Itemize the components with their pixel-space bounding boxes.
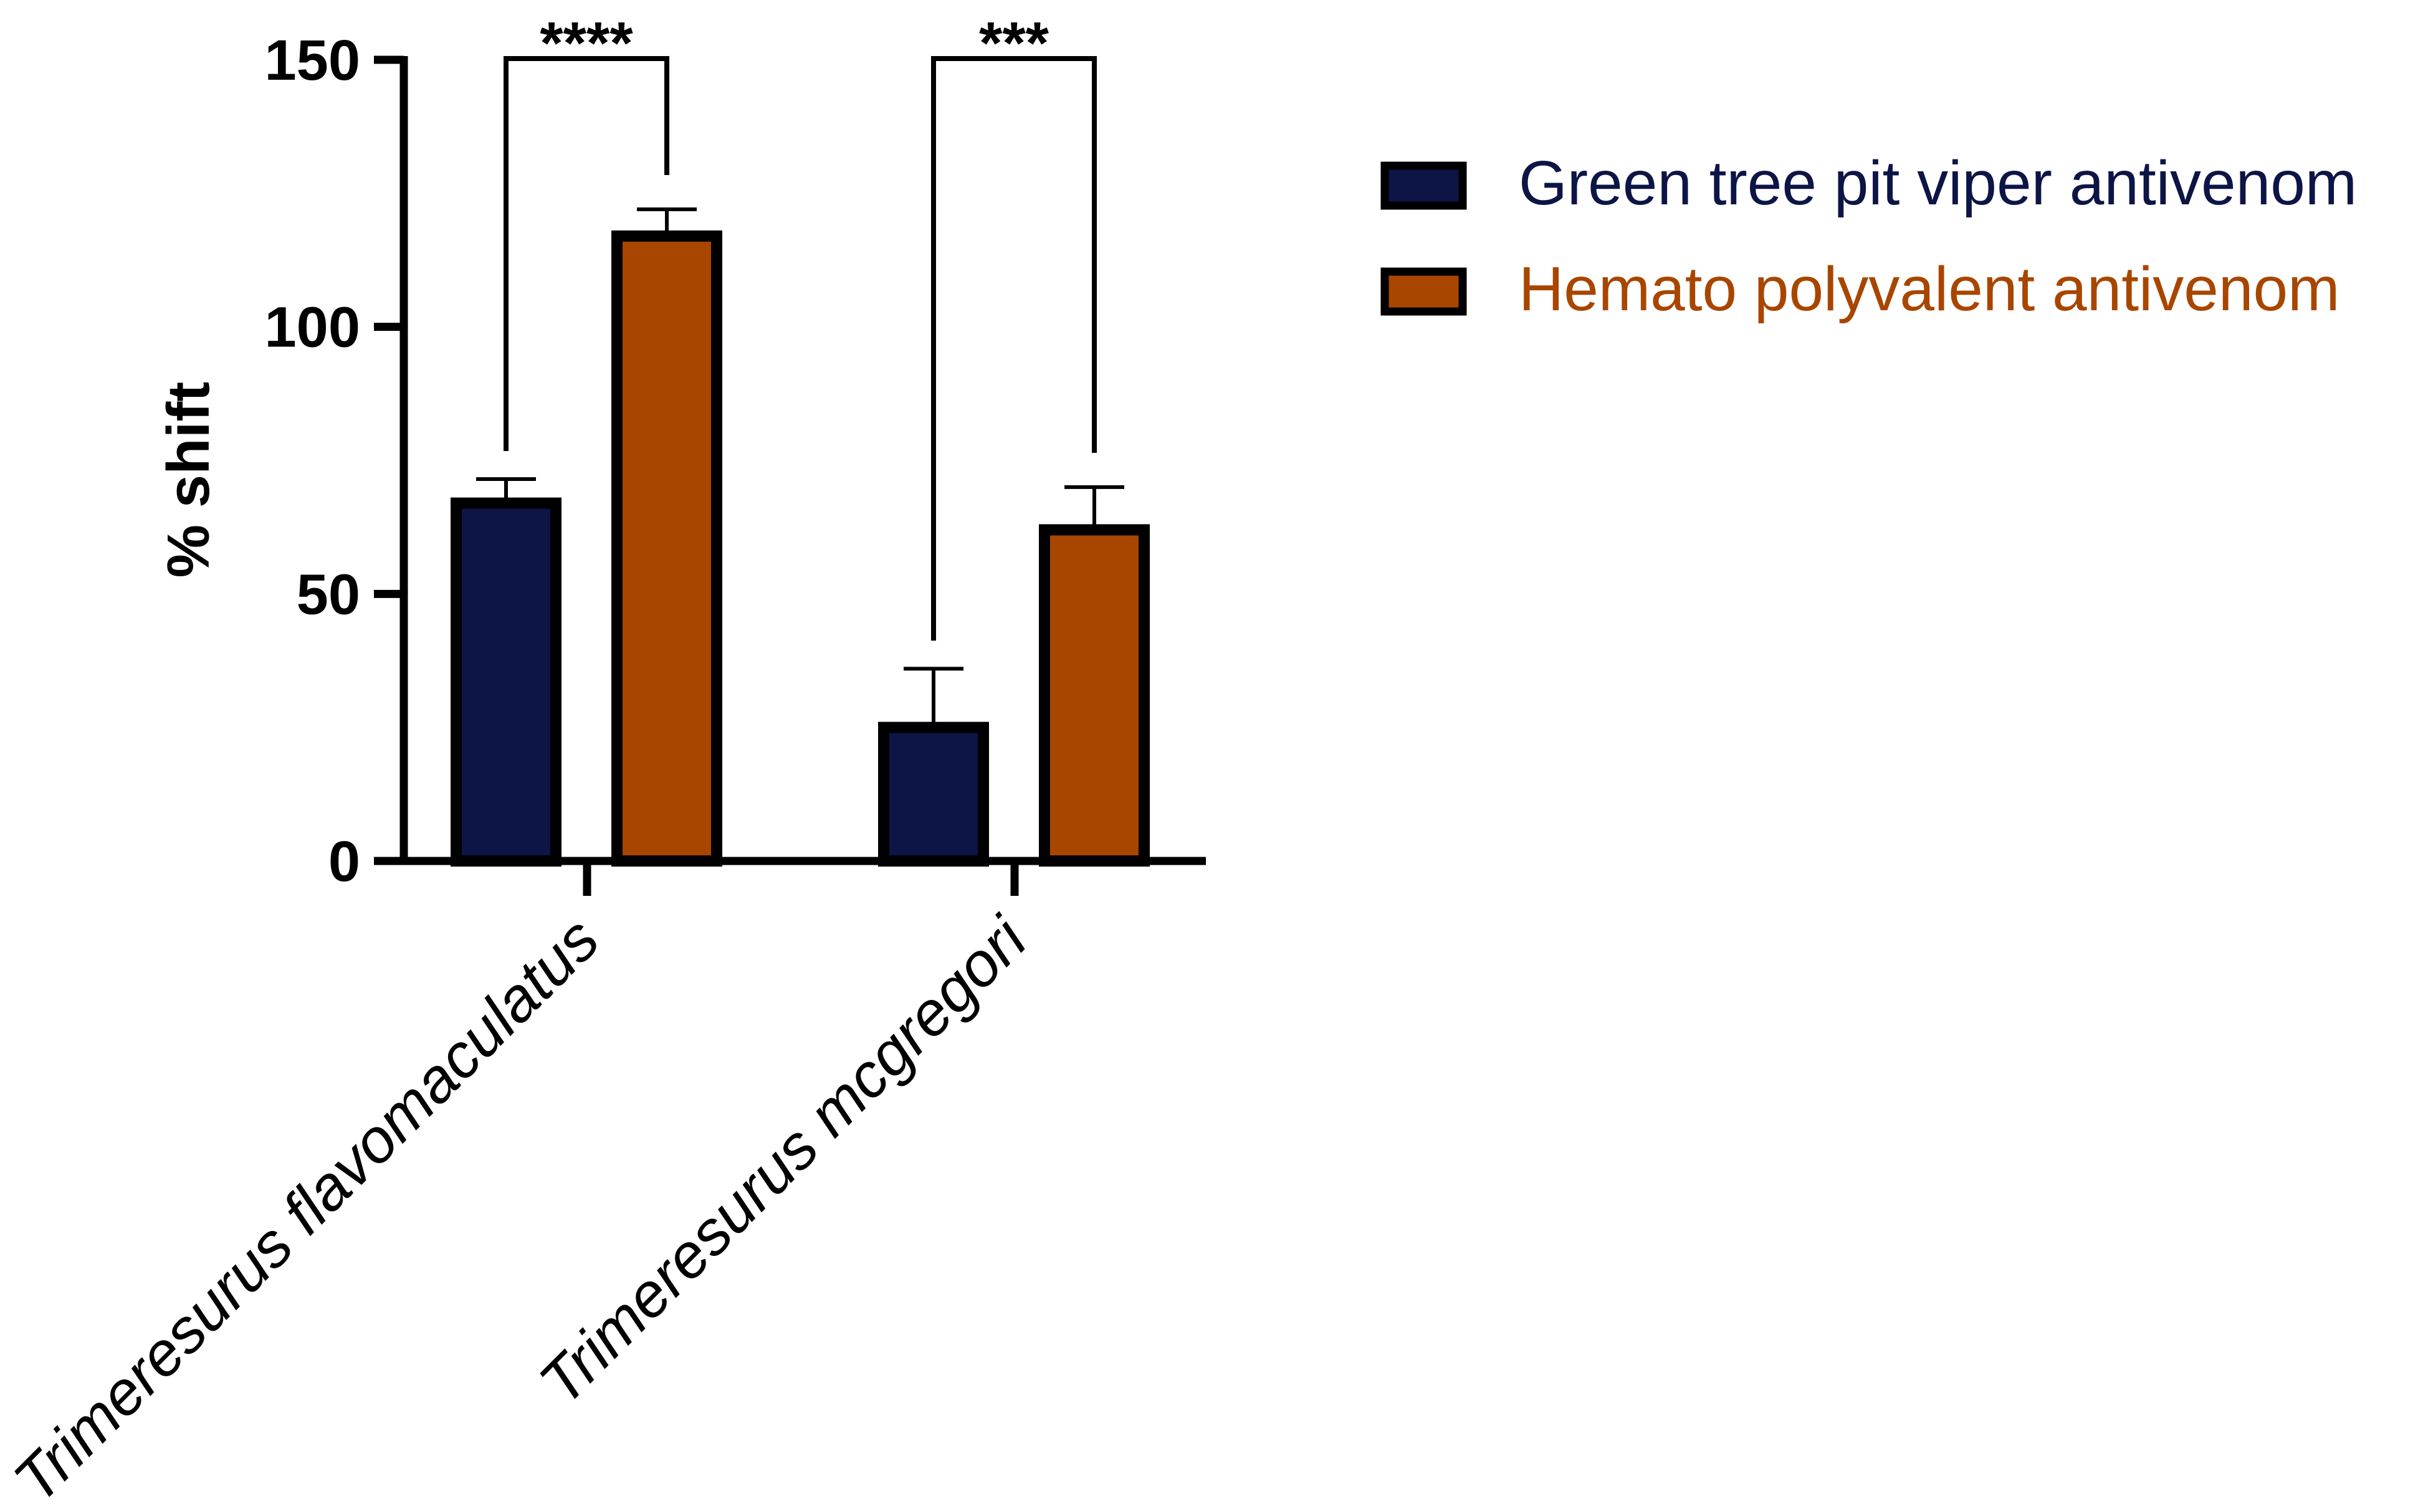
y-tick-label-0: 0 [328, 830, 360, 893]
y-tick-label-50: 50 [297, 563, 360, 626]
significance-bracket-0 [504, 56, 669, 452]
bar-0-1 [878, 721, 989, 867]
bar-0-0 [451, 497, 561, 867]
y-tick-label-150: 150 [265, 29, 361, 92]
legend-label-0: Green tree pit viper antivenom [1519, 148, 2357, 218]
x-tick-label-1: Trimeresurus mcgregori [526, 903, 1041, 1417]
bar-1-1 [1039, 524, 1150, 867]
significance-bracket-1 [931, 56, 1097, 641]
x-tick-label-0: Trimeresurus flavomaculatus [1, 904, 613, 1509]
legend-swatch-1 [1380, 267, 1467, 316]
legend-swatch-0 [1380, 161, 1467, 210]
y-axis-label: % shift [155, 382, 222, 578]
bar-1-0 [611, 230, 722, 867]
legend-label-1: Hemato polyvalent antivenom [1519, 254, 2339, 324]
y-tick-label-100: 100 [265, 296, 361, 359]
significance-label-0: **** [540, 10, 633, 77]
significance-label-1: *** [979, 10, 1049, 77]
